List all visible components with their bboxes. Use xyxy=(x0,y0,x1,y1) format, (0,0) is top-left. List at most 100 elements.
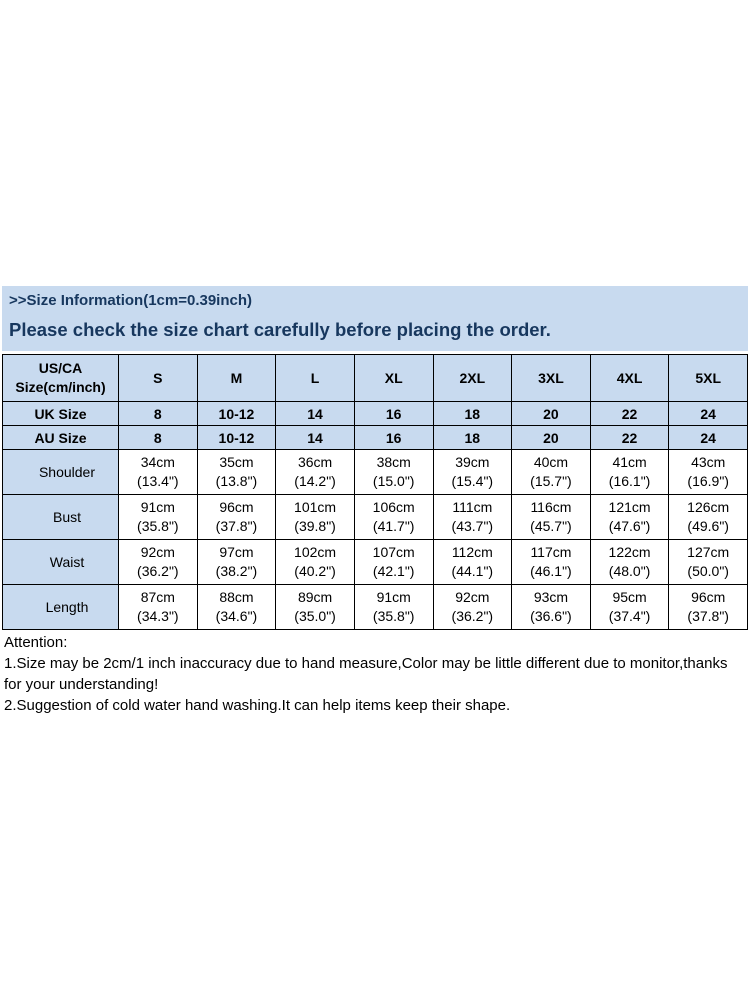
region-size-value: 18 xyxy=(432,401,513,426)
measurement-value: 41cm (16.1") xyxy=(589,449,670,495)
size-column-header: L xyxy=(275,354,355,402)
measurement-row-waist: Waist 92cm (36.2") 97cm (38.2") 102cm (40.2") 1… xyxy=(2,539,748,585)
region-size-value: 24 xyxy=(668,425,748,450)
region-size-value: 22 xyxy=(589,401,670,426)
measurement-value-line: 34cm xyxy=(140,454,175,470)
region-size-value: 14 xyxy=(275,425,355,450)
size-column-header: 5XL xyxy=(668,354,748,402)
measurement-value-line: (49.6") xyxy=(687,518,729,534)
measurement-value: 107cm (42.1") xyxy=(353,539,434,585)
size-column-header: S xyxy=(118,354,198,402)
region-size-value: 20 xyxy=(511,401,591,426)
measurement-value-line: 87cm xyxy=(140,589,175,605)
measurement-value: 101cm (39.8") xyxy=(275,494,355,540)
attention-section: Attention: 1.Size may be 2cm/1 inch inac… xyxy=(2,632,748,716)
measurement-value-line: (37.8") xyxy=(215,518,258,534)
measurement-value: 106cm (41.7") xyxy=(353,494,434,540)
measurement-value-line: (34.6") xyxy=(215,608,258,624)
measurement-value-line: 117cm xyxy=(530,544,572,560)
measurement-value: 89cm (35.0") xyxy=(275,584,355,630)
measurement-value-line: (16.1") xyxy=(608,473,651,489)
measurement-value-line: 89cm xyxy=(297,589,333,605)
measurement-value-line: 112cm xyxy=(451,544,493,560)
region-size-value: 10-12 xyxy=(196,401,277,426)
size-column-header: M xyxy=(196,354,277,402)
measurement-value: 93cm (36.6") xyxy=(511,584,591,630)
measurement-value: 111cm (43.7") xyxy=(432,494,513,540)
measurement-value-line: 121cm xyxy=(608,499,651,515)
size-column-header: 2XL xyxy=(432,354,513,402)
measurement-value-line: (50.0") xyxy=(687,563,729,579)
measurement-value-line: (35.8") xyxy=(372,608,415,624)
measurement-value-line: (13.4") xyxy=(137,473,179,489)
measurement-value-line: 95cm xyxy=(612,589,647,605)
measurement-value: 126cm (49.6") xyxy=(668,494,748,540)
measurement-value-line: 92cm xyxy=(455,589,490,605)
measurement-value-line: (38.2") xyxy=(215,563,258,579)
measurement-value-line: 43cm xyxy=(691,454,726,470)
measurement-value: 122cm (48.0") xyxy=(589,539,670,585)
measurement-value-line: 96cm xyxy=(219,499,254,515)
measurement-value-line: (39.8") xyxy=(294,518,336,534)
measurement-value-line: (35.8") xyxy=(137,518,179,534)
measurement-value-line: 102cm xyxy=(294,544,337,560)
measurement-value-line: (40.2") xyxy=(294,563,336,579)
measurement-value: 91cm (35.8") xyxy=(118,494,198,540)
measurement-value-line: (43.7") xyxy=(451,518,494,534)
measurement-value-line: 88cm xyxy=(219,589,254,605)
region-size-value: 16 xyxy=(353,425,434,450)
region-size-value: 10-12 xyxy=(196,425,277,450)
size-column-header: 4XL xyxy=(589,354,670,402)
table-corner-header: US/CA Size(cm/inch) xyxy=(2,354,119,402)
measurement-value-line: (42.1") xyxy=(372,563,415,579)
measurement-value-line: (15.0") xyxy=(372,473,415,489)
measurement-value-line: 97cm xyxy=(219,544,254,560)
measurement-value: 88cm (34.6") xyxy=(196,584,277,630)
region-size-value: 16 xyxy=(353,401,434,426)
region-size-value: 8 xyxy=(118,401,198,426)
measurement-value-line: 116cm xyxy=(530,499,572,515)
measurement-value-line: (16.9") xyxy=(687,473,729,489)
measurement-label: Bust xyxy=(2,494,119,540)
measurement-value-line: (14.2") xyxy=(294,473,336,489)
measurement-row-length: Length 87cm (34.3") 88cm (34.6") 89cm (35.0") 9… xyxy=(2,584,748,630)
region-size-value: 20 xyxy=(511,425,591,450)
measurement-value: 34cm (13.4") xyxy=(118,449,198,495)
size-chart-notice: Please check the size chart carefully be… xyxy=(9,319,551,340)
measurement-value-line: 91cm xyxy=(140,499,175,515)
region-size-value: 24 xyxy=(668,401,748,426)
measurement-value: 38cm (15.0") xyxy=(353,449,434,495)
size-header-row: US/CA Size(cm/inch) S M L XL 2XL 3XL 4XL 5XL xyxy=(2,354,748,402)
size-info-title: >>Size Information(1cm=0.39inch) xyxy=(9,292,252,309)
measurement-value: 43cm (16.9") xyxy=(668,449,748,495)
measurement-value: 36cm (14.2") xyxy=(275,449,355,495)
measurement-value: 91cm (35.8") xyxy=(353,584,434,630)
measurement-label: Waist xyxy=(2,539,119,585)
measurement-value: 121cm (47.6") xyxy=(589,494,670,540)
measurement-value: 102cm (40.2") xyxy=(275,539,355,585)
au-size-row: AU Size 8 10-12 14 16 18 20 22 24 xyxy=(2,425,748,450)
measurement-value: 116cm (45.7") xyxy=(511,494,591,540)
measurement-value-line: 39cm xyxy=(455,454,490,470)
size-column-header: 3XL xyxy=(511,354,591,402)
measurement-value-line: 35cm xyxy=(219,454,254,470)
size-chart-page: >>Size Information(1cm=0.39inch) Please … xyxy=(2,286,748,716)
measurement-row-bust: Bust 91cm (35.8") 96cm (37.8") 101cm (39.8") 10… xyxy=(2,494,748,540)
measurement-value: 97cm (38.2") xyxy=(196,539,277,585)
measurement-value-line: (13.8") xyxy=(215,473,258,489)
measurement-value: 92cm (36.2") xyxy=(432,584,513,630)
measurement-value-line: (36.2") xyxy=(451,608,494,624)
size-table: US/CA Size(cm/inch) S M L XL 2XL 3XL 4XL 5XL UK S… xyxy=(2,354,748,630)
measurement-value: 112cm (44.1") xyxy=(432,539,513,585)
attention-line-2: 2.Suggestion of cold water hand washing.… xyxy=(4,697,511,714)
measurement-value-line: 106cm xyxy=(372,499,415,515)
measurement-value-line: 40cm xyxy=(533,454,569,470)
measurement-label: Shoulder xyxy=(2,449,119,495)
measurement-value-line: (34.3") xyxy=(137,608,179,624)
measurement-value-line: (36.6") xyxy=(530,608,572,624)
measurement-value-line: (36.2") xyxy=(137,563,179,579)
measurement-value: 96cm (37.8") xyxy=(196,494,277,540)
measurement-value-line: 111cm xyxy=(452,499,493,515)
measurement-value: 40cm (15.7") xyxy=(511,449,591,495)
measurement-value-line: (15.4") xyxy=(451,473,494,489)
